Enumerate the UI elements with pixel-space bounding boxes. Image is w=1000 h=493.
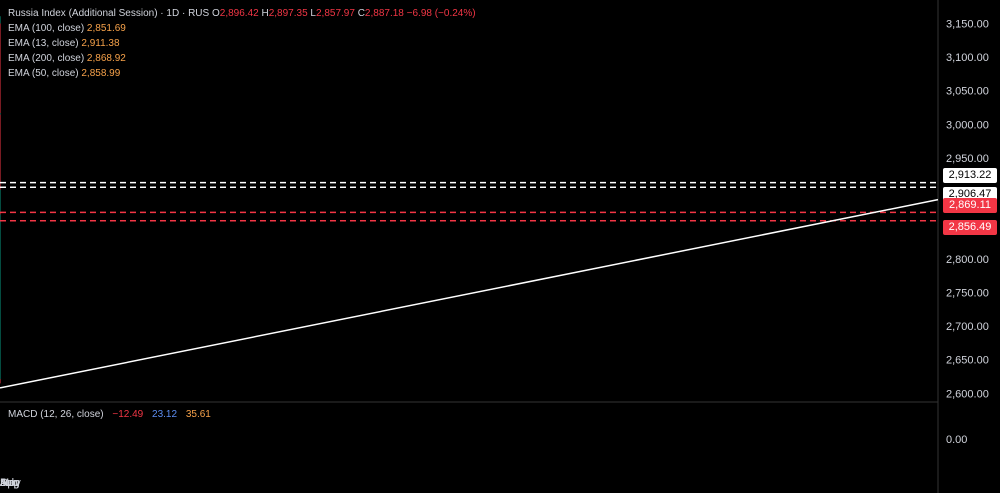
price-tick-label: 3,100.00 <box>946 52 989 64</box>
price-tick-label: 2,700.00 <box>946 321 989 333</box>
ohlc-o: O2,896.42 <box>211 8 259 19</box>
ohlc-values: O2,896.42 H2,897.35 L2,857.97 C2,887.18 <box>212 8 407 19</box>
support-trendline[interactable] <box>0 198 939 389</box>
price-tick-label: 3,000.00 <box>946 119 989 131</box>
macd-value-1: −12.49 <box>112 409 144 420</box>
time-tick-label: Jun <box>0 477 18 489</box>
indicator-value: 2,911.38 <box>81 38 120 49</box>
macd-value-3: 35.61 <box>185 409 211 420</box>
indicator-row: EMA (13, close) 2,911.38 <box>8 36 476 51</box>
legend-symbol-row: Russia Index (Additional Session) · 1D ·… <box>8 6 476 21</box>
grid <box>0 0 939 493</box>
symbol-label: Russia Index (Additional Session) · 1D ·… <box>8 8 210 19</box>
indicator-rows: EMA (100, close) 2,851.69 EMA (13, close)… <box>8 21 476 81</box>
macd-value-2: 23.12 <box>152 409 178 420</box>
price-tag: 2,913.22 <box>943 168 997 184</box>
macd-label: MACD (12, 26, close) <box>8 409 104 420</box>
chart-legend: Russia Index (Additional Session) · 1D ·… <box>8 6 476 81</box>
indicator-row: EMA (50, close) 2,858.99 <box>8 66 476 81</box>
price-tick-label: 2,750.00 <box>946 287 989 299</box>
time-tick-label: Sep <box>0 477 20 489</box>
time-tick-label: May <box>0 477 21 489</box>
indicator-row: EMA (200, close) 2,868.92 <box>8 51 476 66</box>
indicator-row: EMA (100, close) 2,851.69 <box>8 21 476 36</box>
change-value: −6.98 (−0.24%) <box>406 8 476 19</box>
ohlc-l: L2,857.97 <box>307 8 355 19</box>
indicator-label: EMA (13, close) <box>8 38 82 49</box>
price-tick-label: 3,150.00 <box>946 18 989 30</box>
ohlc-c: C2,887.18 <box>354 8 404 19</box>
price-tag: 2,856.49 <box>943 220 997 236</box>
ohlc-h: H2,897.35 <box>258 8 308 19</box>
indicator-label: EMA (100, close) <box>8 23 87 34</box>
price-axis[interactable]: 3,150.00 3,100.00 3,050.00 3,000.00 2,950.00… <box>946 18 989 446</box>
horizontal-lines <box>0 181 938 222</box>
price-tick-label: 3,050.00 <box>946 86 989 98</box>
indicator-value: 2,858.99 <box>81 68 121 79</box>
macd-legend: MACD (12, 26, close) −12.49 23.12 35.61 <box>8 409 211 420</box>
indicator-value: 2,868.92 <box>86 53 126 64</box>
time-tick-label: Aug <box>0 477 20 489</box>
price-tick-label: 2,800.00 <box>946 254 989 266</box>
macd-zero-label: 0.00 <box>946 434 967 446</box>
price-tag: 2,869.11 <box>943 197 997 213</box>
indicator-label: EMA (50, close) <box>8 68 82 79</box>
indicator-value: 2,851.69 <box>86 23 126 34</box>
time-tick-label: Jul <box>0 477 14 489</box>
trendline[interactable] <box>0 198 939 389</box>
time-tick-label: Apr <box>0 477 17 489</box>
price-tick-label: 2,950.00 <box>946 153 989 165</box>
price-tick-label: 2,650.00 <box>946 355 989 367</box>
price-tick-label: 2,600.00 <box>946 388 989 400</box>
indicator-label: EMA (200, close) <box>8 53 87 64</box>
